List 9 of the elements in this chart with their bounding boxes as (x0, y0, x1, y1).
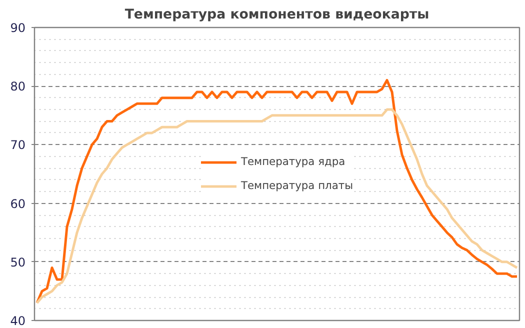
y-tick-label: 90 (10, 21, 26, 35)
y-tick-label: 40 (10, 314, 26, 328)
chart-title: Температура компонентов видеокарты (124, 8, 430, 22)
y-tick-label: 60 (10, 196, 26, 211)
y-tick-label: 70 (10, 138, 26, 152)
y-tick-label: 50 (10, 255, 26, 270)
legend-label: Температура платы (240, 179, 354, 192)
legend-label: Температура ядра (240, 155, 346, 168)
y-tick-label: 80 (10, 80, 26, 94)
